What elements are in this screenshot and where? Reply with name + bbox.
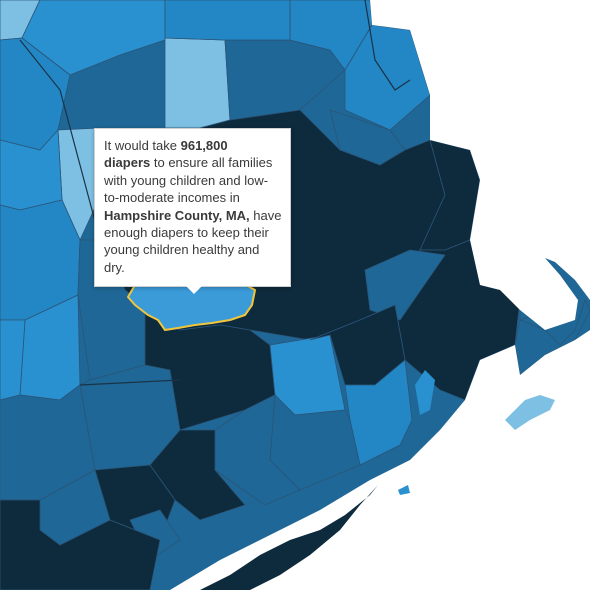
tooltip-unit: diapers <box>104 155 151 171</box>
ocean <box>170 330 590 590</box>
tooltip-pointer <box>186 286 202 294</box>
tooltip-amount: 961,800 <box>180 138 228 153</box>
county-tooltip: It would take 961,800 diapers to ensure a… <box>94 128 291 287</box>
tooltip-suffix: have enough diapers to keep their young … <box>104 207 282 275</box>
long-island[interactable] <box>200 485 378 590</box>
state-boundary <box>79 379 181 386</box>
tooltip-county: Hampshire County, MA, <box>104 207 250 223</box>
tooltip-middle: to ensure all families with young childr… <box>104 155 273 206</box>
island[interactable] <box>398 485 410 495</box>
island[interactable] <box>415 370 435 415</box>
county[interactable] <box>214 394 301 506</box>
state-boundary <box>19 39 101 241</box>
island[interactable] <box>505 395 555 430</box>
county[interactable] <box>364 249 446 321</box>
tooltip-prefix: It would take <box>104 138 181 153</box>
county[interactable] <box>164 0 291 41</box>
ocean <box>370 0 590 330</box>
state-boundary <box>364 0 411 91</box>
county[interactable] <box>164 37 231 129</box>
county[interactable] <box>0 499 161 590</box>
